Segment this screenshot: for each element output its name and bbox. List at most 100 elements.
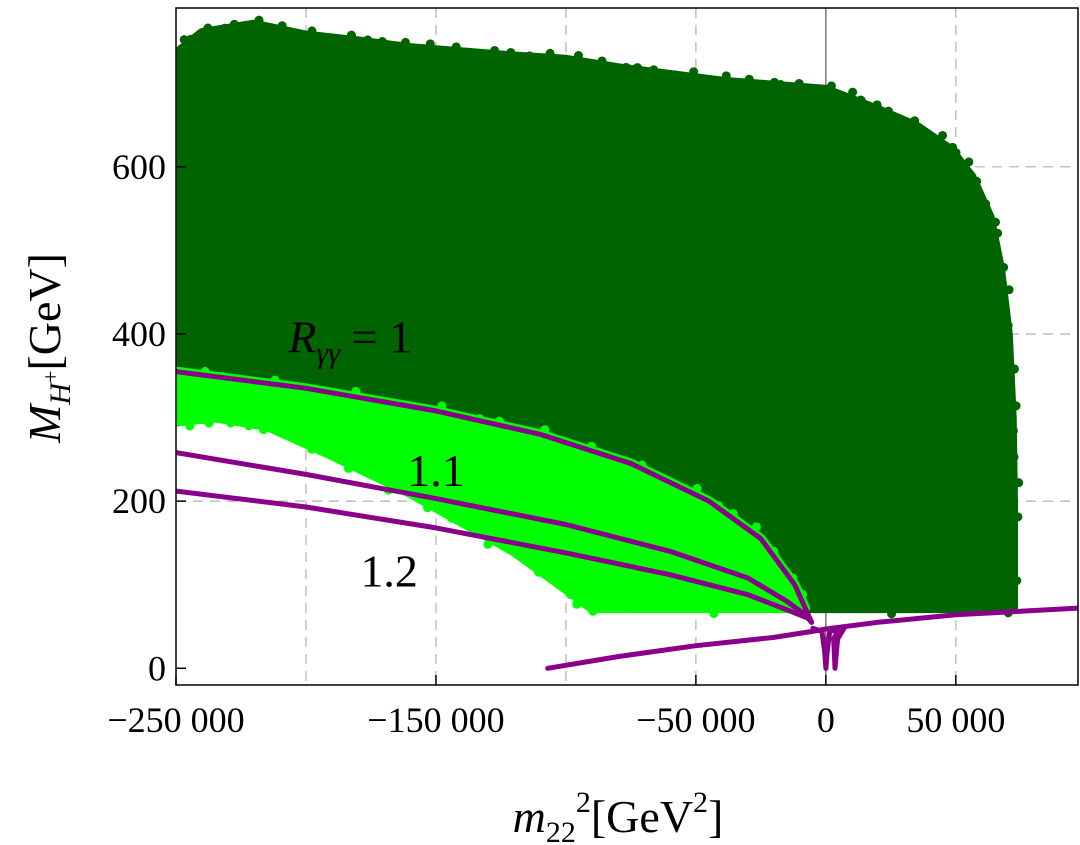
plot-frame <box>175 7 1079 686</box>
scatter-point <box>848 87 858 97</box>
scatter-point <box>540 425 550 435</box>
scatter-point <box>275 29 285 39</box>
scatter-point <box>817 89 827 99</box>
scatter-point <box>861 107 871 117</box>
scatter-point <box>179 35 189 45</box>
y-tick-label: 600 <box>112 147 166 187</box>
scatter-point <box>751 522 761 532</box>
scatter-point <box>574 51 584 61</box>
scatter-point <box>938 130 948 140</box>
scatter-point <box>991 217 1001 227</box>
scatter-point <box>633 63 643 73</box>
scatter-point <box>991 251 1001 261</box>
scatter-point <box>919 598 929 608</box>
scatter-point <box>561 582 571 592</box>
scatter-point <box>354 460 364 470</box>
scatter-point <box>618 69 628 79</box>
scatter-point <box>363 35 373 45</box>
scatter-point <box>884 106 894 116</box>
scatter-point <box>548 55 558 65</box>
scatter-point <box>1007 564 1017 574</box>
scatter-point <box>974 190 984 200</box>
scatter-point <box>841 100 851 110</box>
x-axis-title: m222[GeV2] <box>513 786 724 845</box>
scatter-point <box>419 48 429 58</box>
scatter-point <box>1008 426 1018 436</box>
scatter-point <box>689 67 699 77</box>
scatter-point <box>186 34 196 44</box>
scatter-point <box>577 593 587 603</box>
scatter-point <box>425 39 435 49</box>
y-tick-label: 0 <box>148 648 166 688</box>
scatter-point <box>744 74 754 84</box>
scatter-point <box>993 228 1003 238</box>
scatter-point <box>510 431 520 441</box>
scatter-point <box>868 104 878 114</box>
scatter-point <box>220 23 230 33</box>
scatter-point <box>176 300 184 310</box>
scatter-point <box>303 33 313 43</box>
scatter-point <box>433 48 443 58</box>
spike-contour <box>810 625 847 671</box>
low-mass-contour <box>545 605 1078 671</box>
scatter-point <box>562 58 572 68</box>
R-1.1-contour <box>176 450 815 625</box>
scatter-point <box>379 473 389 483</box>
scatter-point <box>1002 501 1012 511</box>
scatter-point <box>167 108 176 117</box>
scatter-point <box>1001 349 1011 359</box>
scatter-point <box>447 416 457 426</box>
scatter-point <box>776 80 786 90</box>
y-axis-title: MH+[GeV] <box>19 253 77 444</box>
ticks: −250 000 −150 000 −50 000 0 50 000 0 200 400 600 <box>107 147 1005 740</box>
scatter-point <box>597 56 607 66</box>
scatter-point <box>350 42 360 52</box>
scatter-point <box>951 148 961 158</box>
scatter-point <box>259 425 269 435</box>
scatter-point <box>995 303 1005 313</box>
scatter-point <box>967 174 977 184</box>
scatter-point <box>936 146 946 156</box>
scatter-point <box>1004 285 1014 295</box>
scatter-point <box>203 23 213 33</box>
scatter-point <box>841 601 851 611</box>
scatter-point <box>1009 452 1019 462</box>
scatter-point <box>277 21 287 31</box>
scatter-point <box>379 46 389 56</box>
scatter-point <box>176 373 181 383</box>
scatter-point <box>677 598 687 608</box>
scatter-point <box>452 49 462 59</box>
scatter-point <box>226 418 236 428</box>
scatter-point <box>206 412 216 422</box>
scatter-point <box>709 609 719 619</box>
scatter-point <box>721 82 731 92</box>
scatter-point <box>253 21 263 31</box>
scatter-point <box>584 593 594 603</box>
scatter-point <box>759 86 769 96</box>
scatter-point <box>346 30 356 40</box>
scatter-point <box>437 401 447 411</box>
scatter-point <box>548 574 558 584</box>
scatter-point <box>229 19 239 29</box>
scatter-point <box>500 57 510 67</box>
scatter-point <box>1009 364 1019 374</box>
scatter-point <box>423 503 433 513</box>
scatter-point <box>280 427 290 437</box>
scatter-point <box>566 590 576 600</box>
scatter-point <box>999 373 1009 383</box>
scatter-point <box>972 603 982 613</box>
x-tick-label: 0 <box>817 700 835 740</box>
scatter-point <box>730 525 740 535</box>
scatter-point <box>235 27 245 37</box>
scatter-point <box>326 35 336 45</box>
scatter-point <box>627 604 637 614</box>
scatter-point <box>377 37 387 47</box>
scatter-point <box>470 517 480 527</box>
scatter-point <box>696 76 706 86</box>
scatter-point <box>831 93 841 103</box>
scatter-point <box>447 513 457 523</box>
scatter-point <box>899 116 909 126</box>
x-tick-label: −150 000 <box>367 700 504 740</box>
x-tick-label: −50 000 <box>636 700 755 740</box>
